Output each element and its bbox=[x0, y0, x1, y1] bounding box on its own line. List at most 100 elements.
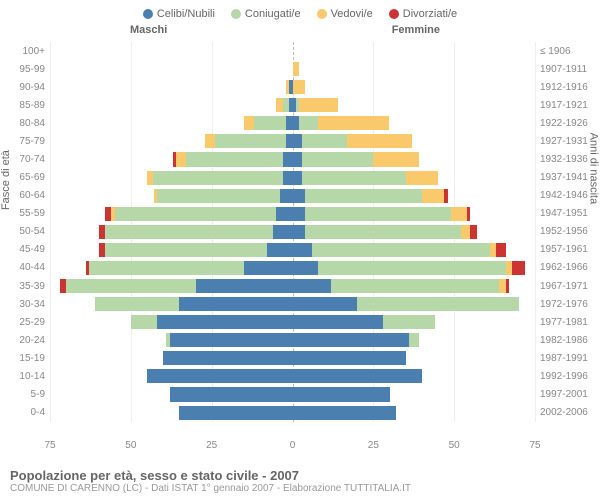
female-bar bbox=[293, 369, 536, 383]
age-label: 50-54 bbox=[5, 226, 45, 237]
year-label: 1992-1996 bbox=[540, 371, 600, 382]
year-label: 1967-1971 bbox=[540, 281, 600, 292]
age-label: 80-84 bbox=[5, 118, 45, 129]
bar-segment bbox=[293, 297, 358, 311]
year-label: 1907-1911 bbox=[540, 64, 600, 75]
age-row: 50-54 1952-1956 bbox=[50, 223, 535, 241]
age-label: 100+ bbox=[5, 46, 45, 57]
age-label: 90-94 bbox=[5, 82, 45, 93]
bar-segment bbox=[115, 207, 277, 221]
male-bar bbox=[50, 315, 293, 329]
male-bar bbox=[50, 116, 293, 130]
age-label: 10-14 bbox=[5, 371, 45, 382]
bar-segment bbox=[293, 369, 422, 383]
gender-left-label: Maschi bbox=[130, 24, 167, 36]
age-row: 0-4 2002-2006 bbox=[50, 404, 535, 422]
male-bar bbox=[50, 333, 293, 347]
male-bar bbox=[50, 225, 293, 239]
year-label: 1957-1961 bbox=[540, 244, 600, 255]
bar-segment bbox=[305, 207, 451, 221]
bar-segment bbox=[280, 189, 293, 203]
bar-segment bbox=[293, 80, 306, 94]
legend-item: Vedovi/e bbox=[317, 8, 373, 20]
bar-segment bbox=[244, 261, 293, 275]
male-bar bbox=[50, 351, 293, 365]
gender-right-label: Femmine bbox=[392, 24, 440, 36]
bar-segment bbox=[66, 279, 195, 293]
male-bar bbox=[50, 406, 293, 420]
bar-segment bbox=[293, 134, 303, 148]
age-label: 25-29 bbox=[5, 317, 45, 328]
female-bar bbox=[293, 207, 536, 221]
year-label: ≤ 1906 bbox=[540, 46, 600, 57]
male-bar bbox=[50, 134, 293, 148]
bar-segment bbox=[293, 333, 409, 347]
bar-segment bbox=[305, 225, 460, 239]
bar-segment bbox=[293, 279, 332, 293]
x-tick: 75 bbox=[529, 440, 540, 451]
x-tick: 25 bbox=[206, 440, 217, 451]
bar-segment bbox=[293, 225, 306, 239]
age-row: 95-99 1907-1911 bbox=[50, 60, 535, 78]
legend-label: Celibi/Nubili bbox=[157, 8, 215, 20]
x-tick: 50 bbox=[449, 440, 460, 451]
age-row: 90-94 1912-1916 bbox=[50, 78, 535, 96]
age-row: 20-24 1982-1986 bbox=[50, 331, 535, 349]
age-label: 20-24 bbox=[5, 335, 45, 346]
bar-segment bbox=[302, 152, 373, 166]
female-bar bbox=[293, 189, 536, 203]
male-bar bbox=[50, 44, 293, 58]
bar-segment bbox=[273, 225, 292, 239]
age-row: 45-49 1957-1961 bbox=[50, 241, 535, 259]
bar-segment bbox=[176, 152, 186, 166]
year-label: 1937-1941 bbox=[540, 172, 600, 183]
age-row: 100+ ≤ 1906 bbox=[50, 42, 535, 60]
bar-segment bbox=[331, 279, 499, 293]
female-bar bbox=[293, 116, 536, 130]
bar-segment bbox=[157, 315, 293, 329]
grid-line bbox=[535, 42, 536, 422]
bar-segment bbox=[373, 152, 418, 166]
bar-segment bbox=[305, 189, 421, 203]
female-bar bbox=[293, 315, 536, 329]
bar-segment bbox=[467, 207, 470, 221]
bar-segment bbox=[470, 225, 476, 239]
age-label: 35-39 bbox=[5, 281, 45, 292]
footer-subtitle: COMUNE DI CARENNO (LC) - Dati ISTAT 1° g… bbox=[10, 483, 411, 494]
bar-segment bbox=[283, 152, 293, 166]
bar-segment bbox=[293, 189, 306, 203]
year-label: 1947-1951 bbox=[540, 208, 600, 219]
legend: Celibi/NubiliConiugati/eVedovi/eDivorzia… bbox=[0, 0, 600, 24]
female-bar bbox=[293, 98, 536, 112]
bar-segment bbox=[293, 387, 390, 401]
female-bar bbox=[293, 406, 536, 420]
female-bar bbox=[293, 333, 536, 347]
age-row: 60-64 1942-1946 bbox=[50, 187, 535, 205]
year-label: 1927-1931 bbox=[540, 136, 600, 147]
year-label: 1932-1936 bbox=[540, 154, 600, 165]
bar-segment bbox=[276, 207, 292, 221]
bar-segment bbox=[496, 243, 506, 257]
legend-label: Divorziati/e bbox=[403, 8, 457, 20]
age-row: 30-34 1972-1976 bbox=[50, 295, 535, 313]
year-label: 1962-1966 bbox=[540, 262, 600, 273]
bar-segment bbox=[267, 243, 293, 257]
legend-swatch bbox=[143, 9, 153, 19]
bar-segment bbox=[302, 134, 347, 148]
bar-segment bbox=[461, 225, 471, 239]
chart-footer: Popolazione per età, sesso e stato civil… bbox=[10, 468, 411, 494]
age-row: 5-9 1997-2001 bbox=[50, 385, 535, 403]
age-row: 35-39 1967-1971 bbox=[50, 277, 535, 295]
bar-segment bbox=[215, 134, 286, 148]
female-bar bbox=[293, 171, 536, 185]
legend-swatch bbox=[231, 9, 241, 19]
bar-segment bbox=[512, 261, 525, 275]
bar-segment bbox=[170, 387, 293, 401]
bar-segment bbox=[299, 116, 318, 130]
bar-segment bbox=[451, 207, 467, 221]
female-bar bbox=[293, 134, 536, 148]
female-bar bbox=[293, 351, 536, 365]
bar-segment bbox=[131, 315, 157, 329]
male-bar bbox=[50, 369, 293, 383]
age-label: 85-89 bbox=[5, 100, 45, 111]
